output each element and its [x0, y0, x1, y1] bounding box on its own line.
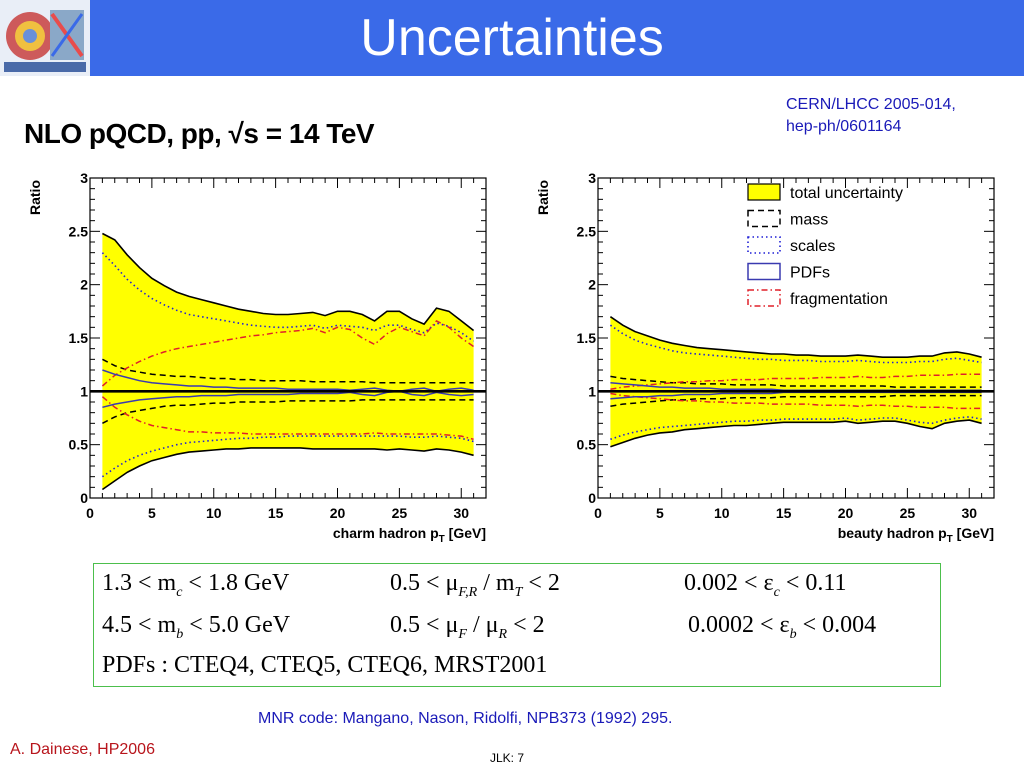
- beauty-legend-label-fragmentation: fragmentation: [790, 291, 888, 308]
- charm-x-tick-label: 20: [330, 505, 346, 521]
- beauty-mass-upper-line: [610, 375, 982, 388]
- charm-mass-lower-line: [102, 399, 474, 424]
- charm-x-axis-label: charm hadron pT [GeV]: [333, 525, 486, 545]
- charm-y-tick-label: 2: [80, 277, 88, 293]
- beauty-y-tick-label: 1: [588, 383, 596, 399]
- beauty-x-axis-label: beauty hadron pT [GeV]: [838, 525, 994, 545]
- beauty-legend-label-pdfs: PDFs: [790, 265, 830, 282]
- charm-y-tick-label: 0.5: [69, 437, 89, 453]
- author-label: A. Dainese, HP2006: [10, 741, 155, 758]
- charm-total-band: [102, 233, 474, 490]
- slide-subtitle: NLO pQCD, pp, √s = 14 TeV: [24, 118, 375, 149]
- beauty-x-tick-label: 15: [776, 505, 792, 521]
- charm-scales-lower-line: [101, 435, 474, 478]
- charm-y-tick-label: 3: [80, 170, 88, 186]
- charm-fragmentation-lower-line: [101, 396, 474, 441]
- beauty-y-axis-label: Ratio: [535, 180, 551, 215]
- charm-scales-upper-line: [101, 252, 475, 342]
- mnr-code-note: MNR code: Mangano, Nason, Ridolfi, NPB37…: [258, 710, 673, 727]
- beauty-x-tick-label: 5: [656, 505, 664, 521]
- charm-y-tick-label: 1: [80, 383, 88, 399]
- parameter-row-1-scale: 0.5 < μF,R / mT < 2: [390, 570, 560, 600]
- beauty-legend-label-scales: scales: [790, 238, 835, 255]
- charm-x-tick-label: 25: [392, 505, 408, 521]
- title-bar: Uncertainties: [0, 0, 1024, 76]
- charm-pdfs-lower-line: [102, 390, 474, 409]
- beauty-y-tick-label: 0.5: [577, 437, 597, 453]
- charm-x-tick-label: 5: [148, 505, 156, 521]
- beauty-legend-swatch-pdfs: [747, 262, 781, 281]
- beauty-total-band: [610, 316, 982, 447]
- beauty-x-tick-label: 10: [714, 505, 730, 521]
- parameter-row-2: 4.5 < mb < 5.0 GeV: [102, 612, 291, 642]
- beauty-ratio-chart: 0 5 10 15 20 25 30 0 0.5 1 1.5 2 2.5 3 Ratio beauty had…: [528, 170, 1008, 550]
- beauty-scales-lower-line: [610, 416, 982, 441]
- charm-pdfs-upper-line: [102, 369, 474, 393]
- beauty-y-tick-label: 0: [588, 490, 596, 506]
- charm-x-tick-label: 15: [268, 505, 284, 521]
- parameter-row-1-frag: 0.002 < εc < 0.11: [684, 570, 847, 600]
- slide-title: Uncertainties: [360, 9, 664, 67]
- parameter-row-2-frag: 0.0002 < εb < 0.004: [688, 612, 877, 642]
- beauty-x-tick-label: 25: [900, 505, 916, 521]
- beauty-y-tick-label: 2: [588, 277, 596, 293]
- mb-range: 4.5 < m: [102, 612, 177, 638]
- beauty-total-lower-line: [610, 419, 982, 448]
- reference-line-2: hep-ph/0601164: [786, 118, 902, 135]
- beauty-scales-upper-line: [609, 324, 982, 364]
- beauty-legend-label-mass: mass: [790, 212, 828, 229]
- parameter-row-2-scale: 0.5 < μF / μR < 2: [390, 612, 545, 642]
- beauty-legend-swatch-mass: [747, 209, 781, 228]
- charm-x-tick-label: 0: [86, 505, 94, 521]
- beauty-total-upper-line: [609, 316, 982, 358]
- charm-total-upper-line: [102, 232, 475, 332]
- page-label: JLK: 7: [490, 751, 525, 765]
- charm-y-tick-label: 0: [80, 490, 88, 506]
- beauty-legend-swatch-fragmentation: [747, 289, 781, 307]
- parameter-box: 1.3 < mc < 1.8 GeV 0.5 < μF,R / mT < 2 0…: [93, 563, 941, 687]
- charm-y-tick-label: 1.5: [69, 330, 89, 346]
- beauty-y-tick-label: 2.5: [577, 223, 597, 239]
- reference: CERN/LHCC 2005-014, hep-ph/0601164: [786, 94, 956, 138]
- parameter-row-1: 1.3 < mc < 1.8 GeV: [102, 570, 290, 600]
- charm-x-tick-label: 30: [453, 505, 469, 521]
- beauty-x-tick-label: 20: [838, 505, 854, 521]
- pdf-sets-row: PDFs : CTEQ4, CTEQ5, CTEQ6, MRST2001: [102, 652, 548, 678]
- charm-y-tick-label: 2.5: [69, 223, 89, 239]
- charm-mass-upper-line: [102, 358, 474, 384]
- beauty-legend-swatch-total: [747, 183, 781, 201]
- charm-x-tick-label: 10: [206, 505, 222, 521]
- beauty-x-tick-label: 30: [961, 505, 977, 521]
- charm-fragmentation-upper-line: [101, 319, 475, 387]
- reference-line-1: CERN/LHCC 2005-014,: [786, 96, 956, 113]
- beauty-legend-swatch-scales: [747, 236, 781, 254]
- beauty-y-tick-label: 1.5: [577, 330, 597, 346]
- beauty-y-tick-label: 3: [588, 170, 596, 186]
- charm-y-axis-label: Ratio: [27, 180, 43, 215]
- beauty-x-tick-label: 0: [594, 505, 602, 521]
- charm-total-lower-line: [101, 447, 474, 491]
- mc-range: 1.3 < m: [102, 570, 177, 596]
- beauty-legend-label-total: total uncertainty: [790, 185, 903, 202]
- alice-logo: [0, 0, 90, 76]
- charm-ratio-chart: 0 5 10 15 20 25 30 0 0.5 1 1.5 2 2.5 3 Ratio charm hadr…: [20, 170, 500, 550]
- beauty-mass-lower-line: [610, 394, 982, 408]
